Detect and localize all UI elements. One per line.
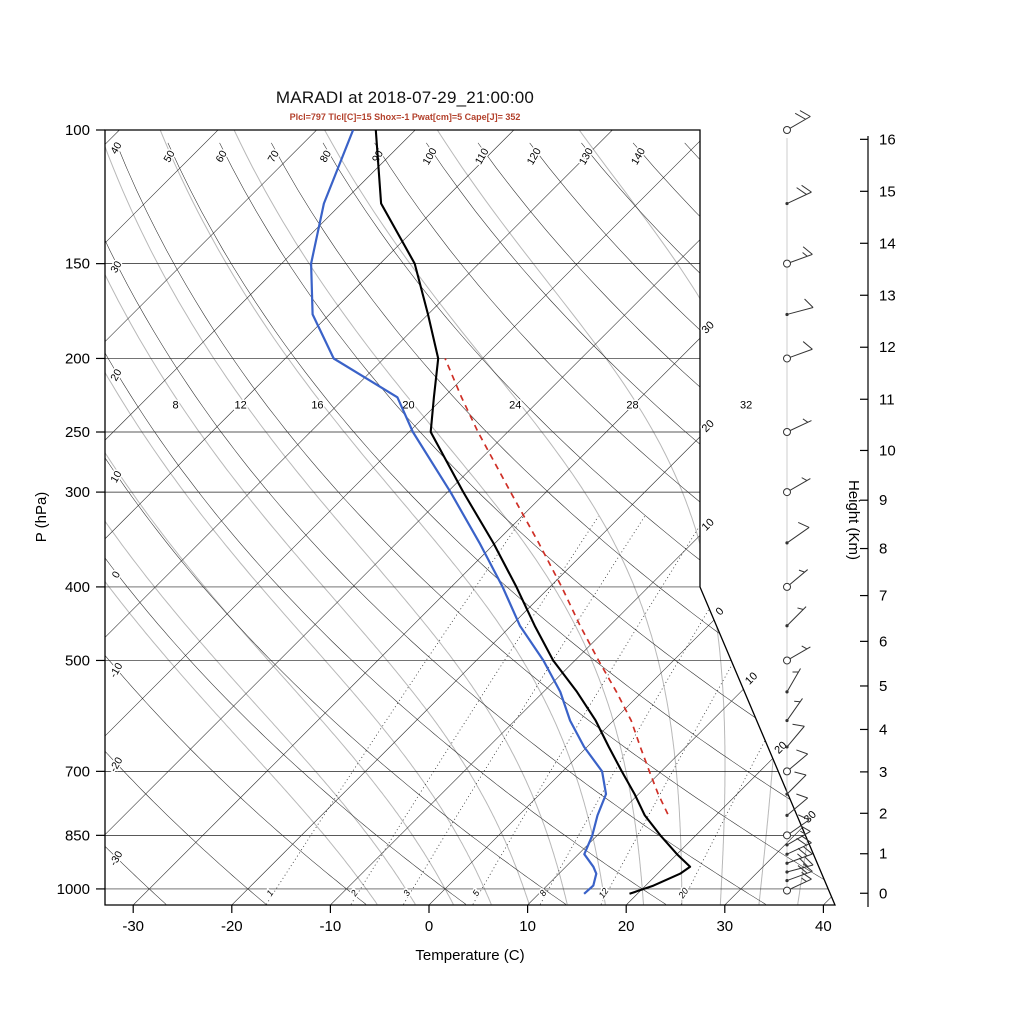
chart-title: MARADI at 2018-07-29_21:00:00 — [275, 88, 535, 107]
svg-text:20: 20 — [618, 918, 635, 935]
svg-text:-30: -30 — [107, 849, 125, 868]
svg-text:110: 110 — [473, 146, 492, 167]
svg-text:5: 5 — [879, 678, 887, 695]
svg-text:16: 16 — [879, 131, 896, 148]
svg-text:10: 10 — [879, 442, 896, 459]
svg-text:250: 250 — [65, 424, 90, 441]
svg-text:12: 12 — [235, 400, 247, 412]
svg-text:20: 20 — [402, 400, 414, 412]
svg-text:400: 400 — [65, 579, 90, 596]
svg-text:8: 8 — [172, 400, 178, 412]
temperature-axis: -30 -20 -10 0 10 20 30 40 Temperature (C) — [122, 905, 832, 964]
plot-frame — [104, 129, 836, 906]
svg-text:10: 10 — [700, 516, 717, 533]
svg-text:15: 15 — [879, 183, 896, 200]
isotherm-grid — [105, 130, 835, 905]
svg-text:50: 50 — [161, 148, 177, 164]
svg-text:60: 60 — [214, 148, 230, 164]
svg-text:40: 40 — [815, 918, 832, 935]
dewpoint-curve — [310, 130, 608, 895]
svg-text:7: 7 — [879, 588, 887, 605]
svg-text:4: 4 — [879, 721, 887, 738]
svg-text:12: 12 — [597, 886, 611, 900]
svg-text:150: 150 — [65, 256, 90, 273]
svg-text:11: 11 — [879, 391, 895, 408]
svg-text:1: 1 — [879, 846, 887, 863]
svg-text:-10: -10 — [320, 918, 342, 935]
moist-adiabats — [105, 130, 835, 905]
svg-text:300: 300 — [65, 484, 90, 501]
svg-text:200: 200 — [65, 350, 90, 367]
svg-text:14: 14 — [879, 235, 896, 252]
svg-text:-20: -20 — [221, 918, 243, 935]
svg-text:16: 16 — [311, 400, 323, 412]
svg-text:0: 0 — [425, 918, 433, 935]
svg-text:700: 700 — [65, 763, 90, 780]
svg-text:10: 10 — [743, 670, 760, 687]
svg-text:140: 140 — [629, 146, 648, 167]
temperature-curve — [374, 130, 692, 895]
svg-text:1: 1 — [264, 888, 275, 898]
svg-text:20: 20 — [108, 367, 124, 383]
svg-text:30: 30 — [700, 319, 717, 336]
pressure-axis: 100 150 200 250 300 400 500 700 850 1000 P (hPa) — [33, 122, 105, 898]
svg-text:-30: -30 — [122, 918, 144, 935]
svg-text:500: 500 — [65, 652, 90, 669]
svg-text:6: 6 — [879, 633, 887, 650]
wind-barbs — [783, 110, 814, 895]
svg-text:28: 28 — [626, 400, 638, 412]
svg-text:-10: -10 — [107, 661, 125, 680]
pressure-axis-title: P (hPa) — [33, 492, 50, 543]
dry-adiabats — [105, 142, 835, 905]
svg-text:120: 120 — [525, 146, 544, 167]
svg-text:0: 0 — [879, 885, 887, 902]
svg-text:850: 850 — [65, 827, 90, 844]
svg-text:2: 2 — [879, 805, 887, 822]
svg-text:3: 3 — [879, 764, 887, 781]
temperature-axis-title: Temperature (C) — [415, 947, 524, 964]
chart-params: Plcl=797 Tlcl[C]=15 Shox=-1 Pwat[cm]=5 C… — [289, 112, 521, 122]
pressure-gridlines — [105, 129, 829, 890]
svg-text:30: 30 — [716, 918, 733, 935]
parcel-path-curve — [444, 358, 669, 815]
svg-text:32: 32 — [740, 400, 752, 412]
svg-text:8: 8 — [879, 541, 887, 558]
svg-text:0: 0 — [714, 605, 727, 618]
svg-text:20: 20 — [700, 418, 717, 435]
svg-text:80: 80 — [318, 148, 334, 164]
svg-text:2: 2 — [348, 888, 360, 899]
svg-text:100: 100 — [65, 122, 90, 139]
svg-text:24: 24 — [509, 400, 521, 412]
svg-text:1000: 1000 — [57, 881, 90, 898]
svg-text:40: 40 — [108, 140, 124, 156]
svg-text:13: 13 — [879, 287, 896, 304]
svg-text:30: 30 — [108, 259, 124, 275]
svg-text:100: 100 — [420, 146, 439, 167]
svg-text:9: 9 — [879, 492, 887, 509]
svg-text:10: 10 — [519, 918, 536, 935]
svg-text:20: 20 — [676, 886, 691, 901]
sounding-curves — [310, 130, 692, 895]
height-axis-title: Height (Km) — [845, 480, 862, 560]
svg-text:70: 70 — [266, 148, 282, 164]
svg-text:12: 12 — [879, 339, 896, 356]
